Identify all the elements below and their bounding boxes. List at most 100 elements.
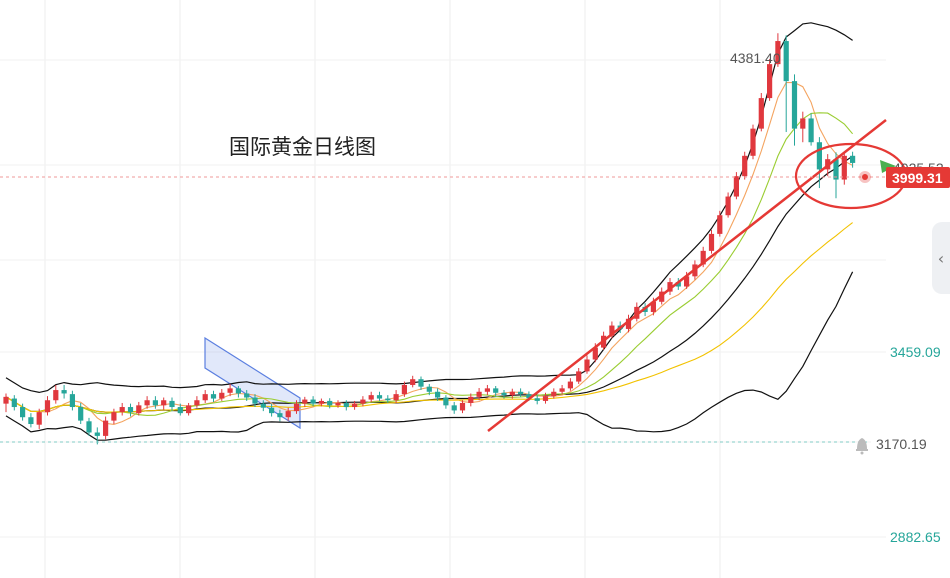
alert-bell-icon[interactable] bbox=[856, 438, 868, 455]
y-axis-label-3: 2882.65 bbox=[890, 529, 941, 545]
candle bbox=[144, 396, 150, 409]
candle-body bbox=[144, 400, 150, 406]
candle-body bbox=[69, 394, 75, 408]
candle-body bbox=[327, 400, 333, 406]
candle bbox=[78, 402, 84, 425]
candle bbox=[61, 384, 67, 399]
candle-body bbox=[742, 155, 748, 177]
candle bbox=[235, 385, 241, 398]
collapse-panel-button[interactable]: ‹ bbox=[932, 222, 950, 294]
candle-body bbox=[127, 407, 134, 413]
candle-body bbox=[509, 391, 515, 396]
candle-body bbox=[352, 403, 358, 408]
candle-body bbox=[103, 420, 109, 436]
candle bbox=[459, 400, 466, 414]
candle-body bbox=[269, 407, 275, 414]
candle bbox=[277, 409, 283, 422]
candle bbox=[410, 375, 416, 388]
candle bbox=[542, 392, 549, 404]
candle-body bbox=[177, 407, 183, 414]
candle-body bbox=[53, 390, 59, 401]
candle-body bbox=[385, 398, 391, 401]
candle-body bbox=[667, 282, 673, 292]
bollinger-middle bbox=[5, 155, 853, 413]
candle-body bbox=[318, 400, 324, 404]
candle-body bbox=[161, 400, 167, 406]
candle bbox=[468, 393, 474, 407]
candle-body bbox=[816, 142, 822, 170]
candle bbox=[733, 172, 739, 200]
candle-body bbox=[634, 306, 640, 319]
candle bbox=[584, 355, 590, 374]
candle bbox=[202, 390, 208, 403]
candle-body bbox=[459, 402, 466, 411]
candle-body bbox=[360, 399, 366, 404]
candle-body bbox=[567, 381, 573, 389]
candle-body bbox=[44, 400, 51, 413]
chart-grid bbox=[0, 0, 886, 578]
candle-body bbox=[277, 413, 283, 418]
candle-body bbox=[410, 379, 416, 385]
trendline-annotation bbox=[487, 119, 887, 432]
candle bbox=[285, 407, 291, 421]
candle-body bbox=[94, 432, 100, 436]
candle-body bbox=[28, 417, 34, 425]
candle-body bbox=[186, 405, 192, 414]
candle-body bbox=[700, 250, 706, 265]
candle-body bbox=[791, 81, 798, 129]
candle bbox=[484, 384, 490, 396]
candle bbox=[86, 417, 92, 436]
alert-price-value: 3170.19 bbox=[876, 436, 927, 452]
candle bbox=[385, 395, 391, 403]
candle-body bbox=[476, 391, 482, 397]
candle bbox=[783, 35, 789, 133]
candle-body bbox=[260, 403, 266, 408]
candle-body bbox=[725, 196, 731, 216]
candle bbox=[360, 396, 366, 407]
current-price-value: 3999.31 bbox=[892, 170, 943, 186]
candle-body bbox=[850, 155, 856, 163]
candle-body bbox=[625, 318, 632, 329]
candle-body bbox=[310, 399, 316, 404]
candle-body bbox=[493, 388, 499, 393]
candle bbox=[808, 113, 814, 146]
ma-10 bbox=[5, 112, 854, 416]
candle-body bbox=[36, 412, 42, 425]
candle bbox=[418, 376, 424, 391]
candle bbox=[368, 391, 374, 402]
arrow-icon bbox=[880, 160, 896, 173]
candle-body bbox=[235, 388, 241, 394]
candle bbox=[111, 408, 117, 425]
bollinger-lower bbox=[5, 271, 854, 441]
candle-body bbox=[418, 379, 424, 387]
candle bbox=[20, 403, 26, 421]
candle bbox=[758, 92, 764, 132]
candle-body bbox=[335, 402, 341, 406]
candle bbox=[634, 302, 640, 322]
candle bbox=[44, 396, 51, 416]
candle bbox=[210, 390, 217, 402]
candle bbox=[219, 389, 225, 401]
chart-title: 国际黄金日线图 bbox=[229, 135, 376, 159]
candle bbox=[127, 403, 134, 417]
candle bbox=[186, 402, 192, 416]
current-price-tag bbox=[886, 167, 950, 188]
candle-body bbox=[650, 301, 656, 312]
candle bbox=[509, 388, 515, 399]
candle bbox=[775, 33, 781, 67]
candle bbox=[708, 229, 715, 254]
candle bbox=[302, 396, 308, 408]
candle-body bbox=[559, 388, 565, 392]
alert-price-tag bbox=[871, 433, 950, 453]
candle bbox=[136, 401, 142, 416]
candle-body bbox=[841, 155, 847, 180]
candle bbox=[717, 210, 723, 237]
candle bbox=[103, 416, 109, 440]
chevron-left-icon: ‹ bbox=[937, 248, 945, 268]
candle-body bbox=[227, 388, 233, 393]
candle bbox=[518, 388, 524, 397]
candle-body bbox=[252, 397, 258, 404]
candle bbox=[36, 408, 42, 430]
candle-body bbox=[426, 386, 432, 392]
